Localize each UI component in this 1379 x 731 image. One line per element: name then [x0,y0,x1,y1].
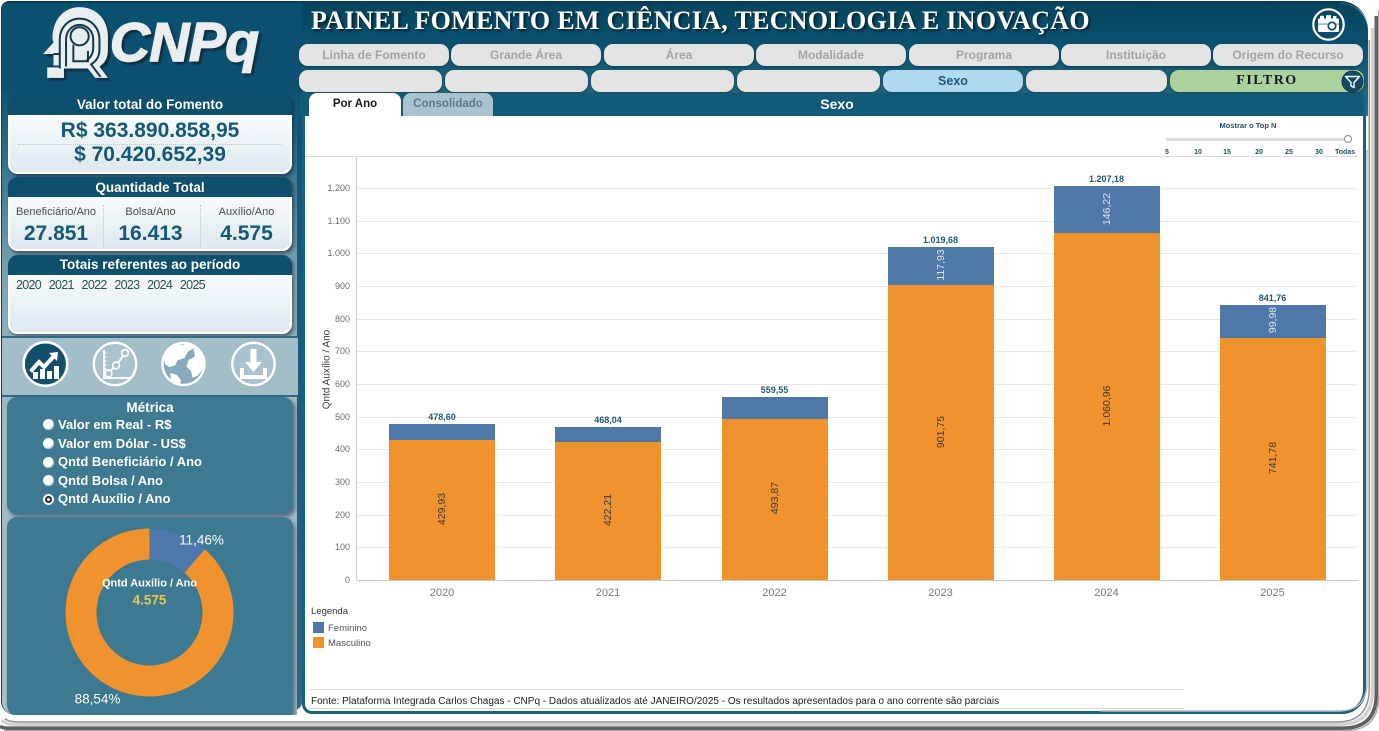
svg-text:88,54%: 88,54% [75,692,121,707]
svg-text:4.575: 4.575 [133,593,167,608]
svg-text:CNPq: CNPq [110,11,259,73]
svg-text:11,46%: 11,46% [179,533,224,548]
svg-text:Qntd Auxílio / Ano: Qntd Auxílio / Ano [102,578,197,590]
